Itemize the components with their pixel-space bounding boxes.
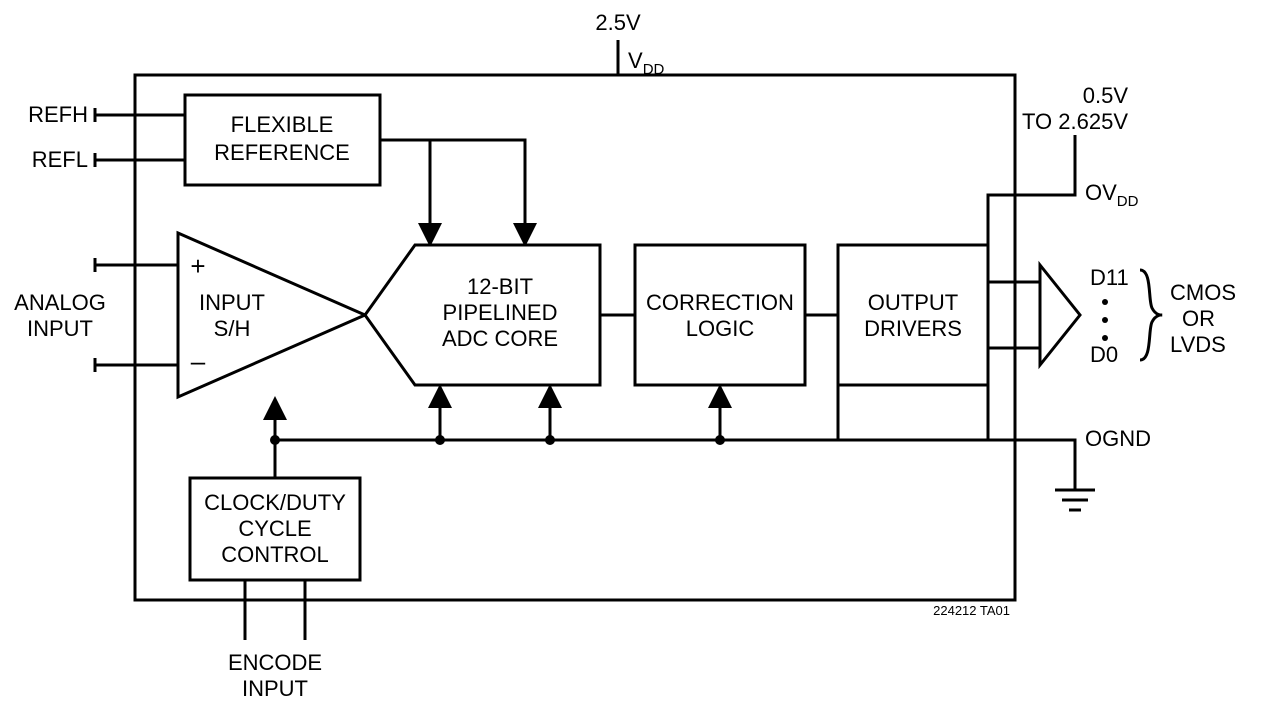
output-drivers-label-2: DRIVERS	[864, 316, 962, 341]
output-drivers-block	[838, 245, 988, 385]
ovdd-range-label-1: 0.5V	[1083, 83, 1129, 108]
correction-logic-block	[635, 245, 805, 385]
plus-symbol: +	[190, 251, 205, 281]
adc-core-label-3: ADC CORE	[442, 326, 558, 351]
ognd-pin-label: OGND	[1085, 426, 1151, 451]
analog-input-label-2: INPUT	[27, 316, 93, 341]
clock-control-label-2: CYCLE	[238, 516, 311, 541]
output-mode-label-2: OR	[1182, 306, 1215, 331]
adc-block-diagram: 2.5V VDD FLEXIBLE REFERENCE REFH REFL IN…	[0, 0, 1285, 727]
output-mode-label-1: CMOS	[1170, 280, 1236, 305]
vdd-voltage-label: 2.5V	[595, 10, 641, 35]
ovdd-range-label-2: TO 2.625V	[1022, 109, 1128, 134]
input-sh-label-2: S/H	[214, 316, 251, 341]
adc-core-label-2: PIPELINED	[443, 300, 558, 325]
part-code-label: 224212 TA01	[933, 603, 1010, 618]
input-sh-label-1: INPUT	[199, 290, 265, 315]
ovdd-pin-label: OVDD	[1085, 180, 1139, 210]
output-drivers-label-1: OUTPUT	[868, 290, 958, 315]
minus-symbol: –	[191, 346, 206, 376]
analog-input-label-1: ANALOG	[14, 290, 106, 315]
refl-label: REFL	[32, 147, 88, 172]
correction-logic-label-1: CORRECTION	[646, 290, 794, 315]
flexible-reference-label-1: FLEXIBLE	[231, 112, 334, 137]
output-mode-label-3: LVDS	[1170, 332, 1226, 357]
encode-input-label-1: ENCODE	[228, 650, 322, 675]
clock-control-label-1: CLOCK/DUTY	[204, 490, 346, 515]
encode-input-label-2: INPUT	[242, 676, 308, 701]
d11-label: D11	[1090, 265, 1129, 290]
d0-label: D0	[1090, 342, 1118, 367]
correction-logic-label-2: LOGIC	[686, 316, 755, 341]
clock-control-label-3: CONTROL	[221, 542, 329, 567]
adc-core-label-1: 12-BIT	[467, 274, 533, 299]
refh-label: REFH	[28, 102, 88, 127]
flexible-reference-label-2: REFERENCE	[214, 140, 350, 165]
